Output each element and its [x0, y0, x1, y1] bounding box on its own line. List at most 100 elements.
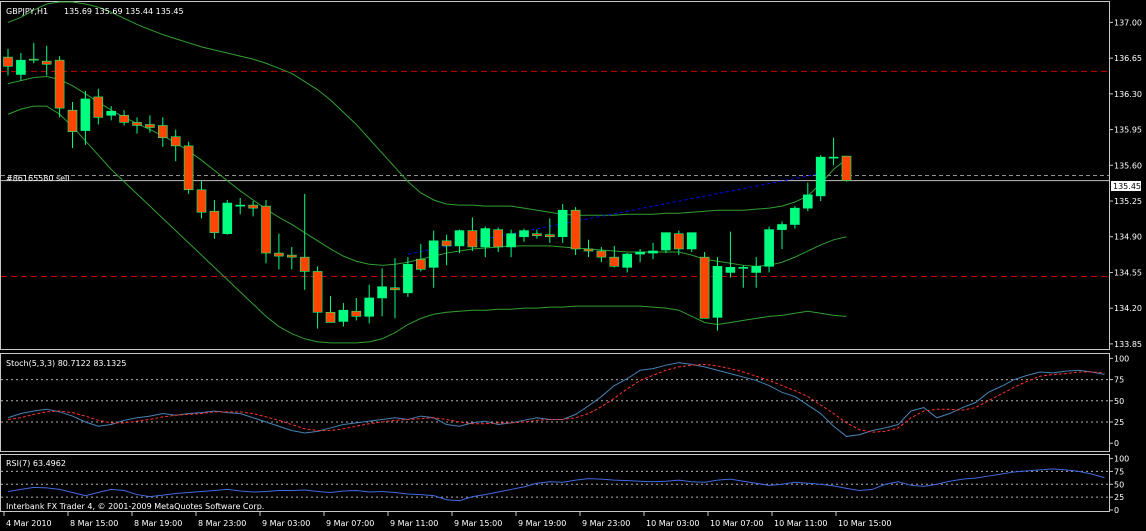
time-tick-label: 9 Mar 11:00 — [390, 519, 438, 528]
time-tick-label: 8 Mar 19:00 — [134, 519, 182, 528]
price-tick-label: 136.65 — [1114, 54, 1142, 63]
candle — [583, 239, 594, 258]
candle — [377, 268, 387, 317]
candle — [299, 193, 310, 290]
candle — [145, 115, 155, 133]
time-axis: 4 Mar 2010 8 Mar 15:00 8 Mar 19:00 8 Mar 23… — [3, 512, 891, 528]
candle — [544, 218, 555, 243]
candle — [261, 199, 271, 264]
candle — [3, 48, 13, 76]
time-tick-label: 9 Mar 07:00 — [326, 519, 374, 528]
candle — [28, 42, 39, 64]
candle — [183, 141, 194, 194]
candle — [209, 199, 220, 239]
candle — [196, 180, 207, 219]
candle — [428, 230, 439, 288]
candle — [441, 234, 452, 266]
order-label: #86165580 sell — [6, 174, 70, 183]
candle-body — [583, 248, 594, 252]
candle — [170, 129, 181, 162]
candle — [480, 226, 491, 258]
candle-body — [532, 233, 542, 237]
indicator-tick-label: 0 — [1114, 439, 1119, 448]
candle-body — [16, 59, 26, 75]
candle — [777, 221, 787, 249]
candle — [403, 257, 413, 297]
candle-body — [325, 311, 336, 323]
candle — [828, 137, 839, 166]
candle-body — [557, 209, 568, 238]
candle-body — [480, 228, 491, 248]
price-axis: 137.00 136.65 136.30 135.95 135.60 135.25 134.… — [1109, 18, 1142, 349]
candle-body — [145, 124, 155, 128]
candle — [648, 242, 658, 260]
candle-body — [764, 229, 774, 267]
rsi-pane — [1, 468, 1109, 502]
candle-body — [454, 230, 465, 247]
candle-body — [802, 194, 813, 209]
candle — [54, 56, 65, 118]
candle — [454, 229, 465, 254]
candle — [119, 110, 129, 126]
candle — [16, 53, 26, 81]
time-tick-label: 8 Mar 23:00 — [198, 519, 246, 528]
stoch-pane-frame — [0, 353, 1110, 452]
candle-body — [609, 256, 620, 267]
candle-body — [67, 109, 78, 132]
candle — [467, 217, 478, 252]
candle-body — [493, 229, 504, 248]
time-tick-label: 8 Mar 15:00 — [70, 519, 118, 528]
time-tick-label: 10 Mar 07:00 — [710, 519, 763, 528]
time-tick-label: 9 Mar 15:00 — [454, 519, 502, 528]
candle — [532, 229, 542, 239]
candle — [351, 297, 362, 321]
candle-body — [364, 297, 375, 317]
candle — [570, 207, 581, 256]
candle-body — [183, 145, 194, 191]
indicator-tick-label: 75 — [1114, 376, 1124, 385]
candle — [609, 245, 620, 268]
candle-body — [415, 258, 426, 270]
candle — [325, 295, 336, 323]
candle-body — [209, 210, 220, 233]
candle-body — [841, 155, 852, 181]
candle-body — [544, 234, 555, 238]
price-pane — [1, 1, 1109, 344]
candle-body — [261, 205, 271, 254]
candle — [93, 88, 104, 125]
candle-body — [596, 250, 607, 258]
indicator-line — [7, 468, 1105, 502]
current-price-tag-bg — [1111, 181, 1141, 191]
candle-body — [738, 267, 749, 269]
candle-body — [80, 98, 91, 131]
candle — [493, 227, 504, 253]
candle-body — [274, 252, 284, 257]
candle-body — [54, 59, 65, 109]
price-tick-label: 133.85 — [1114, 340, 1142, 349]
stochastic-pane — [1, 362, 1109, 437]
candle — [390, 258, 400, 319]
candle — [751, 257, 762, 288]
candle — [158, 117, 168, 147]
candle-body — [467, 230, 478, 248]
candle-body — [312, 271, 323, 313]
candle — [80, 90, 91, 145]
price-tick-label: 135.60 — [1114, 161, 1142, 170]
candle-body — [506, 233, 516, 248]
candle — [41, 45, 52, 76]
candle-body — [299, 256, 310, 272]
candle-body — [686, 232, 697, 250]
candle-body — [751, 266, 762, 273]
candle — [132, 117, 142, 134]
candle — [661, 232, 671, 254]
candle — [841, 155, 852, 182]
candle-body — [661, 232, 671, 251]
indicator-tick-label: 100 — [1114, 354, 1129, 363]
indicator-tick-label: 0 — [1114, 506, 1119, 515]
rsi-pane-frame — [0, 454, 1110, 512]
candle — [557, 204, 568, 243]
bollinger-upper-band — [7, 1, 847, 216]
time-tick-label: 10 Mar 11:00 — [774, 519, 827, 528]
copyright-label: Interbank FX Trader 4, © 2001-2009 MetaQ… — [6, 502, 264, 511]
